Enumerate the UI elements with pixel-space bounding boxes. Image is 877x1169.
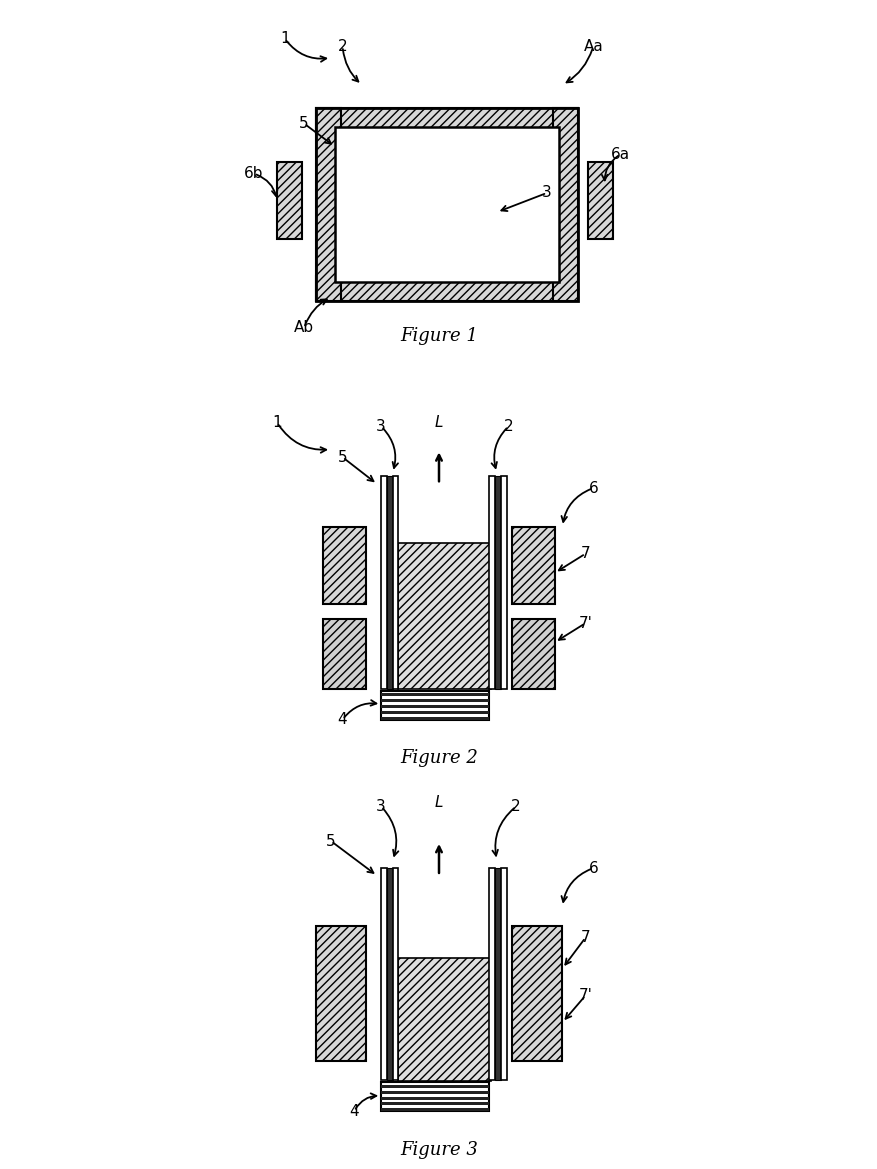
Bar: [511, 620, 554, 689]
Text: Figure 1: Figure 1: [400, 326, 477, 345]
Text: L: L: [434, 795, 443, 810]
Text: 5: 5: [299, 116, 309, 131]
Bar: [315, 926, 366, 1061]
Text: 3: 3: [541, 186, 552, 200]
Text: 2: 2: [338, 39, 347, 54]
Bar: [315, 108, 340, 300]
Bar: [323, 620, 366, 689]
Text: 7: 7: [580, 546, 589, 561]
Bar: [511, 926, 562, 1061]
Bar: [398, 542, 490, 690]
Bar: [381, 477, 387, 689]
Bar: [488, 477, 495, 689]
Bar: [381, 717, 488, 719]
Bar: [381, 1097, 488, 1100]
Bar: [495, 869, 500, 1080]
Bar: [553, 108, 577, 300]
Text: Aa: Aa: [583, 39, 602, 54]
Bar: [392, 869, 398, 1080]
Bar: [511, 526, 554, 603]
Bar: [276, 162, 302, 240]
Text: 2: 2: [503, 419, 513, 434]
Text: 7': 7': [578, 988, 592, 1003]
Text: 5: 5: [338, 450, 347, 465]
Bar: [381, 1102, 488, 1106]
Bar: [315, 108, 577, 300]
Text: L: L: [434, 415, 443, 430]
Bar: [323, 526, 366, 603]
Text: 7: 7: [580, 931, 589, 945]
Bar: [381, 699, 488, 703]
Text: 3: 3: [376, 419, 386, 434]
Bar: [587, 162, 612, 240]
Bar: [381, 693, 488, 697]
Bar: [387, 869, 392, 1080]
Bar: [387, 477, 392, 689]
Text: 4: 4: [349, 1104, 359, 1119]
Bar: [398, 957, 490, 1081]
Text: 2: 2: [510, 798, 520, 814]
Bar: [315, 108, 577, 133]
Bar: [381, 869, 387, 1080]
Text: 6a: 6a: [610, 147, 629, 161]
Text: Figure 2: Figure 2: [400, 749, 477, 767]
Text: 4: 4: [338, 712, 347, 727]
Text: 1: 1: [280, 32, 289, 46]
Bar: [315, 276, 577, 300]
Text: 6: 6: [588, 860, 597, 876]
Bar: [500, 869, 506, 1080]
Bar: [488, 869, 495, 1080]
Text: 5: 5: [325, 833, 335, 849]
Text: 6b: 6b: [244, 166, 263, 181]
Bar: [381, 1085, 488, 1088]
Bar: [381, 1091, 488, 1094]
Text: Figure 3: Figure 3: [400, 1141, 477, 1158]
Bar: [381, 705, 488, 708]
Bar: [500, 477, 506, 689]
Text: 3: 3: [376, 798, 386, 814]
Bar: [381, 691, 488, 719]
Text: 6: 6: [588, 480, 597, 496]
Bar: [495, 477, 500, 689]
Bar: [381, 711, 488, 714]
Bar: [334, 127, 558, 282]
Bar: [381, 1082, 488, 1111]
Bar: [381, 1108, 488, 1111]
Text: 1: 1: [272, 415, 282, 430]
Text: Ab: Ab: [294, 320, 314, 336]
Bar: [392, 477, 398, 689]
Text: 7': 7': [578, 616, 592, 630]
